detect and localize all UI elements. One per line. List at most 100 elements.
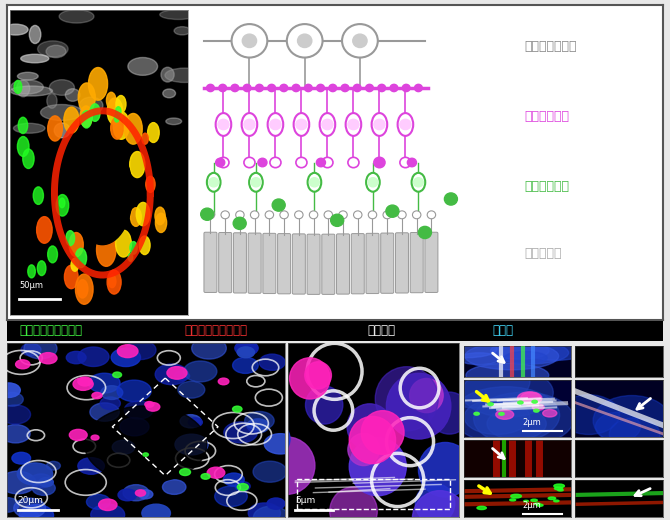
Circle shape [521,393,540,403]
Circle shape [236,211,244,219]
Ellipse shape [242,113,257,136]
Circle shape [253,461,287,482]
Circle shape [251,211,259,219]
Circle shape [347,404,392,450]
Circle shape [375,367,438,431]
Circle shape [130,242,137,254]
Circle shape [532,400,537,403]
Circle shape [258,158,267,167]
Ellipse shape [165,118,182,125]
Circle shape [280,211,288,219]
Circle shape [330,487,377,520]
Circle shape [201,208,214,220]
Circle shape [218,378,229,385]
Ellipse shape [411,173,425,192]
Circle shape [511,495,521,498]
FancyBboxPatch shape [277,233,291,294]
Circle shape [78,83,95,112]
Circle shape [232,406,242,412]
Circle shape [259,437,315,495]
FancyBboxPatch shape [218,232,232,293]
Circle shape [415,484,455,520]
Circle shape [466,363,549,387]
Circle shape [413,178,423,187]
Circle shape [76,274,93,304]
FancyBboxPatch shape [395,233,409,293]
Text: 5μm: 5μm [295,496,315,505]
Ellipse shape [65,89,80,101]
Circle shape [123,485,149,501]
Circle shape [251,178,261,187]
Ellipse shape [372,113,387,136]
Circle shape [427,211,436,219]
Circle shape [142,133,148,144]
Bar [297,479,450,509]
FancyBboxPatch shape [336,234,350,294]
Circle shape [135,490,145,496]
Ellipse shape [3,24,28,35]
Circle shape [402,84,410,92]
Circle shape [310,211,318,219]
Circle shape [0,471,36,494]
Text: 双極細胞: 双極細胞 [368,324,396,337]
Circle shape [235,341,258,355]
Circle shape [387,373,451,439]
Text: 前シナプスマーカー: 前シナプスマーカー [184,324,247,337]
Circle shape [413,211,421,219]
Circle shape [206,211,214,219]
Circle shape [517,392,542,405]
Circle shape [90,403,119,421]
Text: 移植視細胞: 移植視細胞 [525,247,562,260]
Circle shape [46,461,60,470]
Circle shape [66,352,86,364]
Circle shape [243,84,251,92]
Circle shape [498,412,504,415]
Circle shape [155,213,167,232]
Circle shape [180,469,190,475]
Circle shape [218,158,229,167]
Circle shape [113,112,129,139]
Circle shape [112,440,135,454]
Circle shape [19,504,54,520]
Circle shape [147,123,159,142]
Ellipse shape [397,113,413,136]
Circle shape [324,211,332,219]
Circle shape [17,463,53,485]
Circle shape [557,489,563,491]
Ellipse shape [11,80,44,94]
Circle shape [145,401,154,407]
Circle shape [18,117,27,134]
Ellipse shape [38,41,68,57]
Circle shape [244,158,255,167]
Circle shape [378,84,386,92]
Circle shape [553,500,559,502]
Circle shape [268,84,275,92]
Circle shape [354,211,362,219]
Circle shape [368,178,378,187]
FancyBboxPatch shape [351,233,364,294]
Circle shape [349,417,395,464]
Circle shape [77,280,88,298]
Circle shape [155,207,165,225]
Circle shape [1,393,23,406]
Ellipse shape [50,80,74,95]
Circle shape [21,511,39,520]
Ellipse shape [163,89,176,98]
Circle shape [474,392,574,446]
Circle shape [0,405,31,424]
Circle shape [180,414,201,428]
Circle shape [14,80,22,94]
Circle shape [518,401,523,404]
Ellipse shape [54,123,70,138]
Text: 2μm: 2μm [523,501,541,510]
Circle shape [548,497,555,500]
Circle shape [136,202,150,226]
Text: 細胞核: 細胞核 [492,324,514,337]
Circle shape [237,347,255,358]
Circle shape [245,411,274,430]
Circle shape [216,158,224,167]
Circle shape [407,158,417,167]
Circle shape [264,434,297,454]
Circle shape [130,151,145,178]
Ellipse shape [346,113,361,136]
